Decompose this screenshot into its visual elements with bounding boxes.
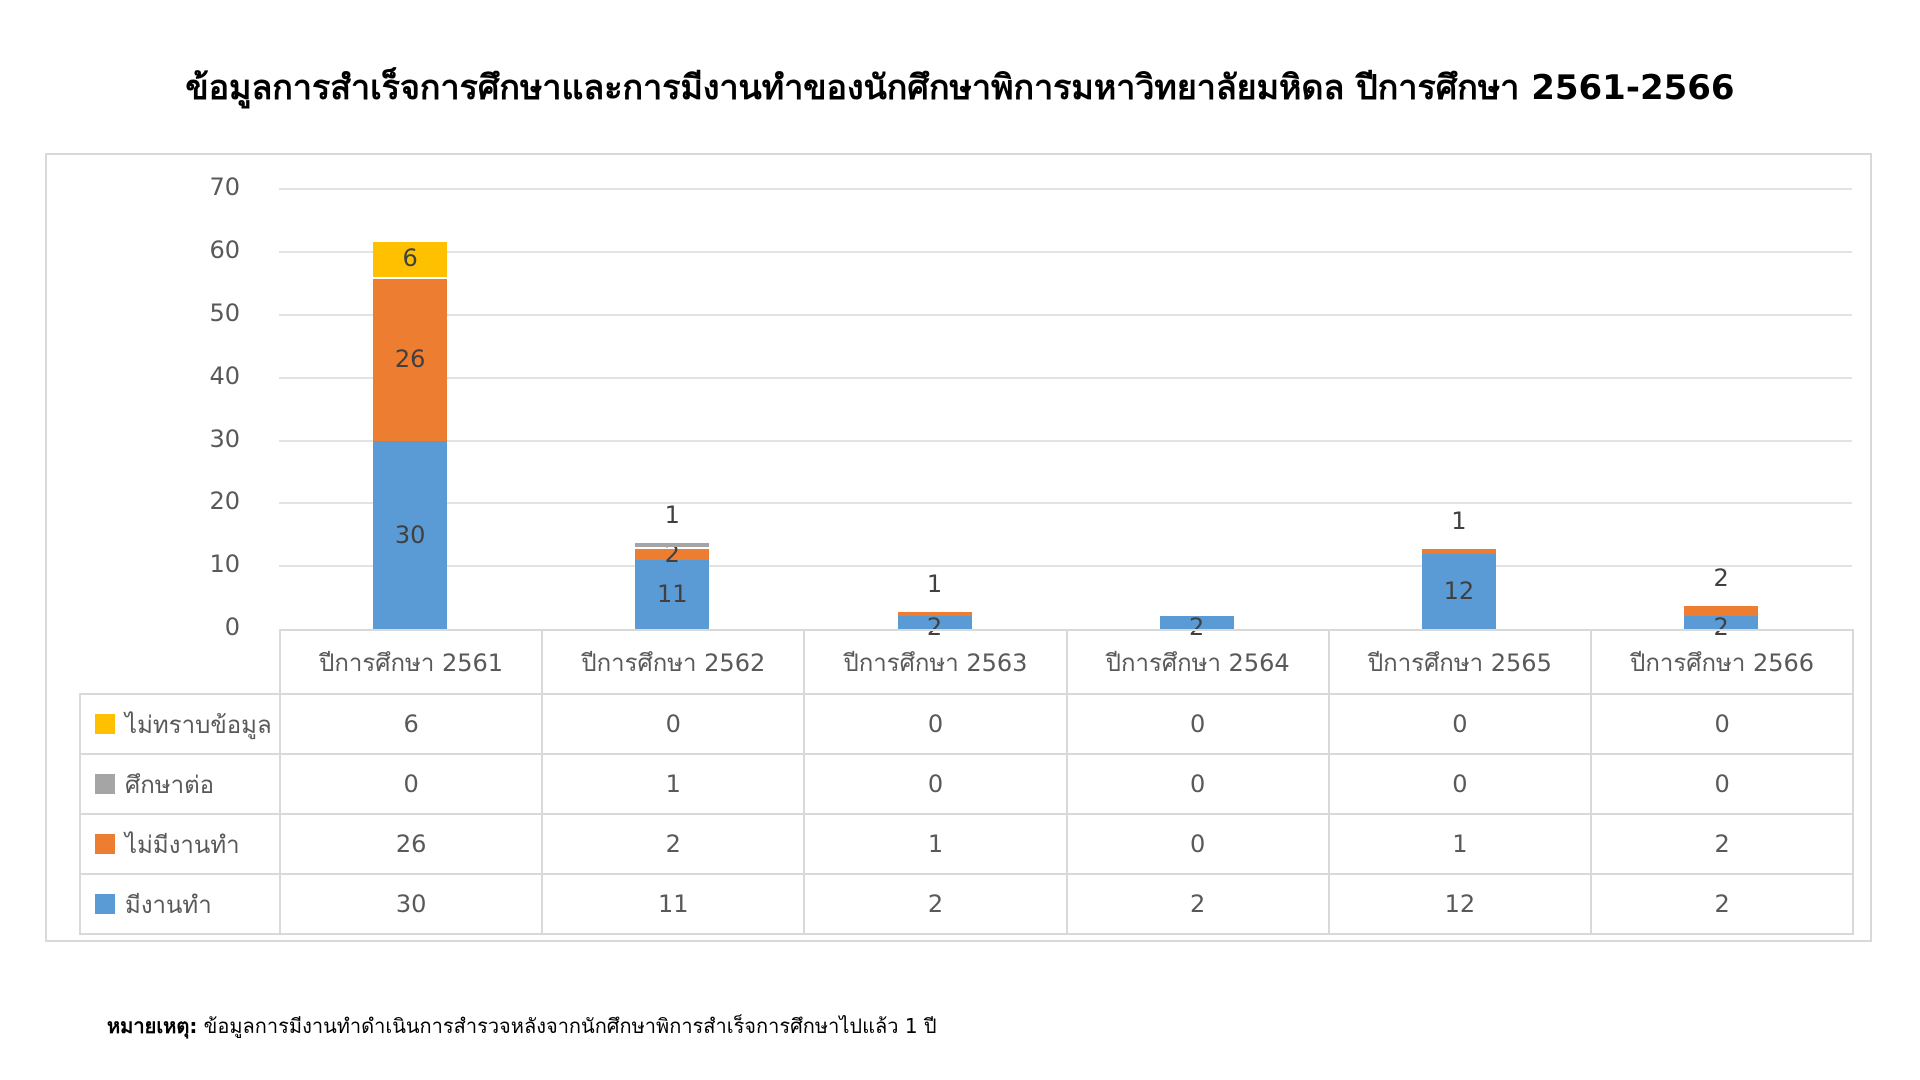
table-cell: 0 [1590,753,1855,815]
table-cell: 30 [279,873,544,935]
bar-segment [1684,603,1759,617]
table-cell: 0 [1065,813,1330,875]
bar-segment [373,277,448,441]
data-label: 1 [664,501,680,530]
data-label: 2 [1713,612,1729,641]
table-cell: 6 [279,693,544,755]
table-cell: 0 [1065,753,1330,815]
footnote: หมายเหตุ: ข้อมูลการมีงานทำดำเนินการสำรวจ… [107,1010,937,1042]
bar-segment [1421,547,1496,554]
bar-segment [373,440,448,629]
y-tick-label: 60 [209,236,240,265]
table-cell: 0 [803,693,1068,755]
chart-title: ข้อมูลการสำเร็จการศึกษาและการมีงานทำของน… [185,68,1735,108]
legend-swatch-icon [95,714,115,734]
data-label: 6 [402,244,418,273]
data-label: 2 [926,612,943,641]
table-cell: 1 [541,753,806,815]
legend-label: ไม่มีงานทำ [125,830,240,859]
y-tick-label: 40 [209,361,240,390]
legend-entry: ศึกษาต่อ [79,753,281,815]
table-cell: 2 [1065,873,1330,935]
table-cell: 1 [803,813,1068,875]
legend-swatch-icon [95,894,115,914]
table-cell: 1 [1327,813,1592,875]
y-tick-label: 50 [209,299,240,327]
table-cell: 0 [279,753,544,815]
y-tick-label: 30 [209,424,240,453]
table-cell: 0 [803,753,1068,815]
table-cell: 0 [1327,753,1592,815]
table-cell: 26 [279,813,544,875]
data-label: 26 [394,344,426,373]
table-cell: 0 [1065,693,1330,755]
legend-entry: มีงานทำ [79,873,281,935]
y-tick-label: 10 [209,550,240,579]
table-cell: 11 [541,873,806,935]
data-label: 2 [1189,612,1205,641]
chart-frame [45,153,1872,942]
gridline [279,251,1852,254]
data-label: 1 [1451,507,1467,536]
data-label: 2 [1713,563,1729,592]
data-label: 1 [926,570,943,599]
bar-segment [635,559,710,629]
footnote-text: ข้อมูลการมีงานทำดำเนินการสำรวจหลังจากนัก… [197,1014,937,1038]
data-label: 30 [394,520,426,549]
bar-segment [1159,616,1234,629]
bar-segment [897,616,972,629]
bar-segment [897,610,972,617]
legend-entry: ไม่ทราบข้อมูล [79,693,281,755]
y-tick-label: 70 [209,173,240,202]
table-cell: 2 [1590,873,1855,935]
table-cell: 0 [1590,693,1855,755]
table-header-cell: ปีการศึกษา 2563 [803,629,1068,695]
gridline [279,314,1852,316]
table-header-cell: ปีการศึกษา 2565 [1327,629,1592,695]
gridline [279,188,1852,191]
gridline [279,439,1852,442]
legend-label: ไม่ทราบข้อมูล [125,710,272,739]
table-header-cell: ปีการศึกษา 2564 [1065,629,1330,695]
y-tick-label: 0 [224,613,240,641]
legend-label: มีงานทำ [125,890,212,919]
data-label: 12 [1443,577,1475,606]
table-cell: 2 [541,813,806,875]
legend-label: ศึกษาต่อ [125,770,215,799]
gridline [279,502,1852,505]
table-header-cell: ปีการศึกษา 2561 [279,629,544,695]
bar-segment [1684,616,1759,629]
bar-segment [635,547,710,560]
table-cell: 2 [803,873,1068,935]
bar-segment [635,541,710,548]
data-label: 11 [657,580,688,609]
gridline [279,565,1852,568]
legend-swatch-icon [95,834,115,854]
legend-swatch-icon [95,774,115,794]
table-cell: 0 [1327,693,1592,755]
table-header-cell: ปีการศึกษา 2566 [1590,629,1855,695]
table-header-cell: ปีการศึกษา 2562 [541,629,806,695]
bar-segment [373,239,448,278]
table-cell: 2 [1590,813,1855,875]
gridline [279,376,1852,379]
footnote-label: หมายเหตุ: [107,1014,198,1038]
table-cell: 0 [541,693,806,755]
legend-entry: ไม่มีงานทำ [79,813,281,875]
table-cell: 12 [1327,873,1592,935]
bar-segment [1421,553,1496,629]
y-tick-label: 20 [209,487,240,516]
